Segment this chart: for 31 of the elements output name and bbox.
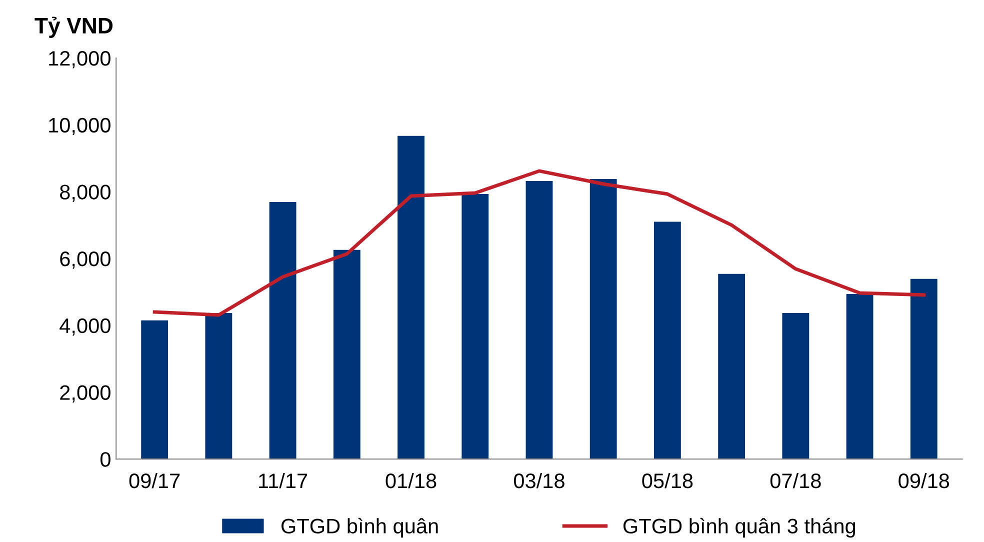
bar xyxy=(590,178,617,460)
y-tick-label: 12,000 xyxy=(49,50,110,68)
y-tick-label: 10,000 xyxy=(49,118,110,136)
y-tick-label: 2,000 xyxy=(60,385,110,402)
y-axis-title: Tỷ VND xyxy=(34,16,113,38)
bar xyxy=(269,202,296,460)
bar xyxy=(718,274,746,460)
y-tick-label: 8,000 xyxy=(60,184,110,202)
bar xyxy=(654,222,681,460)
bar xyxy=(462,194,489,460)
y-tick-label: 4,000 xyxy=(60,318,110,336)
legend-label: GTGD bình quân 3 tháng xyxy=(623,518,856,538)
x-tick-label: 11/17 xyxy=(259,472,308,488)
x-tick-label: 03/18 xyxy=(514,472,564,488)
bar xyxy=(910,278,938,460)
x-tick-label: 09/18 xyxy=(898,472,950,488)
y-tick-label: 0 xyxy=(100,452,110,467)
x-tick-label: 05/18 xyxy=(642,472,693,488)
x-tick-label: 09/17 xyxy=(129,472,180,488)
x-tick-label: 07/18 xyxy=(770,472,821,488)
legend-label: GTGD bình quân xyxy=(281,518,438,538)
bar xyxy=(526,180,553,460)
x-tick-label: 01/18 xyxy=(386,472,436,488)
bar xyxy=(141,320,168,460)
y-tick-label: 6,000 xyxy=(60,252,110,269)
bar xyxy=(205,313,232,460)
line-series xyxy=(152,169,926,317)
bar xyxy=(782,313,810,460)
bar xyxy=(398,136,424,460)
bar xyxy=(333,250,360,460)
bar xyxy=(846,294,874,460)
